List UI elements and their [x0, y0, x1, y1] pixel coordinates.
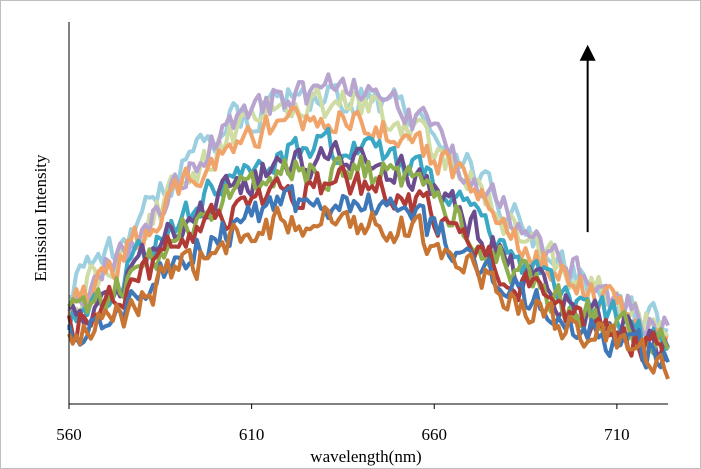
series-layer [67, 72, 670, 380]
x-tick-label-610: 610 [239, 425, 265, 444]
x-tick-label-710: 710 [604, 425, 630, 444]
y-axis-title: Emission Intensity [31, 154, 50, 282]
series-line-6 [67, 127, 669, 352]
series-line-7 [67, 105, 669, 349]
annotation-layer [579, 44, 596, 233]
arrow-head [579, 44, 596, 61]
x-axis-title: wavelength(nm) [310, 447, 421, 466]
x-ticks: 560 610 660 710 [56, 404, 630, 444]
x-tick-label-560: 560 [56, 425, 82, 444]
x-tick-label-660: 660 [421, 425, 447, 444]
series-line-1 [67, 205, 670, 380]
series-line-3 [67, 164, 669, 363]
